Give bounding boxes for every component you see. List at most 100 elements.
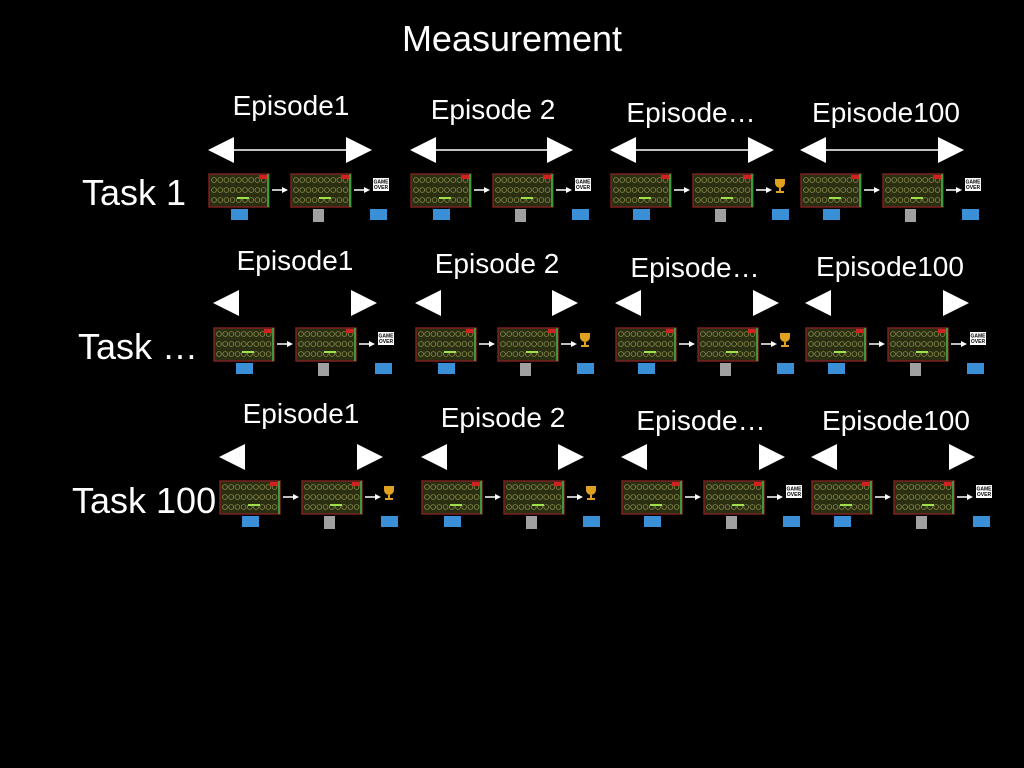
screen-dot xyxy=(624,331,630,337)
game-over-text: GAME xyxy=(971,334,987,340)
screen-dot xyxy=(436,341,443,347)
game-over-badge xyxy=(575,178,591,191)
episode-label: Episode100 xyxy=(812,97,960,128)
screen-paddle xyxy=(521,197,533,199)
screen-dot xyxy=(890,331,896,337)
screen-dot xyxy=(544,187,551,193)
screen-dot xyxy=(298,351,304,357)
double-arrow xyxy=(610,137,774,163)
screen-dot xyxy=(928,187,935,193)
arrow-head-right xyxy=(943,290,969,316)
screen-dot xyxy=(902,351,909,357)
screen-dot xyxy=(265,484,272,490)
screen-dot xyxy=(317,177,324,183)
screen-dot xyxy=(430,504,437,510)
screen-dot xyxy=(927,351,933,357)
action-box xyxy=(572,209,589,220)
transition-arrow-head xyxy=(495,494,501,500)
screen-dot xyxy=(222,351,229,357)
screen-dot xyxy=(718,484,725,490)
screen-dot xyxy=(467,351,474,357)
game-screenshot xyxy=(805,327,867,362)
screen-dot xyxy=(832,341,839,347)
screen-dot xyxy=(305,187,312,193)
screen-dot xyxy=(814,331,820,337)
game-over-text: OVER xyxy=(787,492,802,498)
screen-dot xyxy=(322,504,329,510)
screen-dot xyxy=(656,187,663,193)
screen-dot xyxy=(631,187,638,193)
screen-dot xyxy=(820,484,826,490)
screen-dot xyxy=(648,484,655,490)
screen-dot xyxy=(914,341,921,347)
screen-dot xyxy=(216,331,222,337)
screen-dot xyxy=(618,351,624,357)
arrow-head-right xyxy=(547,137,573,163)
action-box xyxy=(583,516,600,527)
screen-dot xyxy=(347,494,354,500)
screen-dot xyxy=(538,177,545,183)
screen-edge xyxy=(354,328,356,361)
task-label-100: Task 100 xyxy=(72,480,217,521)
episode-label: Episode1 xyxy=(236,245,354,276)
screen-dot xyxy=(316,484,323,490)
screen-dot xyxy=(512,341,519,347)
screen-dot xyxy=(706,341,712,347)
action-box xyxy=(318,363,329,376)
screen-dot xyxy=(254,197,261,203)
screen-dot xyxy=(442,494,449,500)
screen-dot xyxy=(425,197,432,203)
action-box xyxy=(242,516,259,527)
arrow-head-left xyxy=(415,290,441,316)
screen-dot xyxy=(518,331,525,337)
game-over-badge xyxy=(970,332,986,345)
screen-marker xyxy=(748,329,756,333)
action-box xyxy=(231,209,248,220)
screen-dot xyxy=(857,484,864,490)
screen-dot xyxy=(661,341,668,347)
screen-dot xyxy=(820,504,826,510)
screen-dot xyxy=(549,484,556,490)
screen-dot xyxy=(902,484,908,490)
screen-dot xyxy=(737,331,743,337)
screen-dot xyxy=(738,187,745,193)
screen-dot xyxy=(316,341,323,347)
game-screenshot xyxy=(219,480,281,515)
screen-dot xyxy=(518,484,525,490)
screen-dot xyxy=(329,341,335,347)
trophy-base xyxy=(581,345,589,347)
screen-dot xyxy=(473,504,480,510)
screen-dot xyxy=(613,197,619,203)
screen-dot xyxy=(909,177,916,183)
double-arrow xyxy=(410,137,573,163)
screen-dot xyxy=(896,504,902,510)
screen-dot xyxy=(619,177,625,183)
screen-dot xyxy=(234,341,241,347)
screen-dot xyxy=(467,504,474,510)
screen-dot xyxy=(259,504,266,510)
screen-dot xyxy=(223,197,230,203)
screen-marker xyxy=(461,175,469,179)
screen-dot xyxy=(908,494,915,500)
screen-dot xyxy=(897,187,904,193)
screen-dot xyxy=(353,504,360,510)
screen-dot xyxy=(234,504,241,510)
screen-edge xyxy=(267,174,269,207)
screen-dot xyxy=(234,351,241,357)
game-over-text: GAME xyxy=(787,487,803,493)
screen-dot xyxy=(820,494,826,500)
screen-dot xyxy=(524,504,531,510)
screen-dot xyxy=(934,197,941,203)
screen-dot xyxy=(248,187,255,193)
screen-dot xyxy=(927,331,933,337)
screen-dot xyxy=(310,341,317,347)
screen-dot xyxy=(444,177,450,183)
screen-marker xyxy=(666,329,674,333)
screen-dot xyxy=(820,341,827,347)
screen-dot xyxy=(939,341,946,347)
double-arrow xyxy=(208,137,372,163)
screen-edge xyxy=(272,328,274,361)
screen-dot xyxy=(707,197,714,203)
